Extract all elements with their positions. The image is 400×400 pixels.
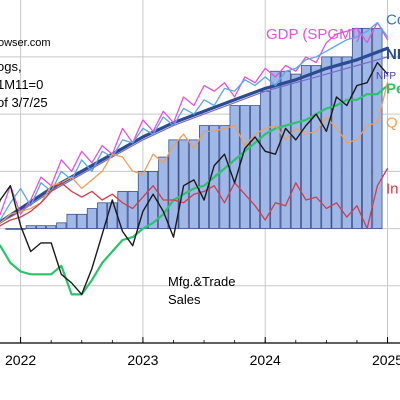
bar	[25, 225, 36, 229]
bar	[46, 225, 57, 229]
bar	[86, 208, 97, 229]
x-tick-label: 2024	[250, 352, 281, 368]
series-label: GDP (SPGMI)	[266, 26, 361, 43]
series-label: NF	[386, 46, 400, 63]
bar	[188, 139, 199, 229]
bar	[250, 105, 261, 229]
bar	[97, 202, 108, 229]
bar	[239, 105, 250, 229]
bar	[76, 213, 87, 229]
bar	[199, 125, 210, 229]
bar	[117, 191, 128, 229]
series-label: NFP	[376, 71, 396, 82]
note-line-3: of 3/7/25	[0, 95, 48, 110]
note-line-2: 1M11=0	[0, 77, 43, 92]
series-label: Q	[386, 115, 398, 132]
series-line-pe	[0, 84, 389, 296]
bar	[35, 225, 47, 229]
series-line-q	[0, 82, 389, 225]
bar	[15, 228, 26, 230]
note-line-1: ogs,	[0, 59, 22, 74]
x-tick-label: 2022	[5, 352, 36, 368]
x-axis: 2022 2023 2024 2025	[0, 337, 400, 368]
bar	[260, 90, 271, 229]
annotation-line-2: Sales	[168, 292, 201, 307]
series-label: Co	[386, 12, 400, 29]
x-tick-label: 2023	[127, 352, 158, 368]
annotation-line-1: Mfg.&Trade	[168, 274, 235, 289]
bar	[372, 27, 383, 229]
bar	[56, 222, 67, 229]
bar	[229, 105, 240, 229]
series-line-nfp	[0, 56, 389, 224]
series-line-mfg-trade-sales	[0, 61, 389, 296]
bar	[66, 213, 77, 229]
bar	[148, 170, 159, 229]
bar	[331, 56, 342, 229]
bar	[219, 125, 230, 229]
bar	[270, 70, 281, 229]
bar	[168, 139, 179, 229]
bar	[300, 65, 311, 229]
bar	[127, 191, 138, 229]
bar	[5, 228, 16, 230]
line-series	[0, 21, 390, 296]
bar	[290, 73, 301, 229]
bar	[321, 56, 332, 229]
series-line-co	[0, 21, 389, 222]
series-label: In	[386, 181, 399, 198]
source-text: owser.com	[0, 37, 51, 49]
x-tick-label: 2025	[372, 352, 400, 368]
bar	[178, 139, 189, 229]
series-line-in	[0, 167, 389, 230]
bar	[311, 65, 322, 229]
series-label: Pe	[386, 80, 400, 97]
series-line-nf	[0, 46, 390, 224]
series-line-gdp-spgmi	[0, 21, 389, 216]
bar	[107, 202, 118, 229]
series-labels: GDP (SPGMI) Co NF NFPPe Q In	[266, 12, 400, 198]
